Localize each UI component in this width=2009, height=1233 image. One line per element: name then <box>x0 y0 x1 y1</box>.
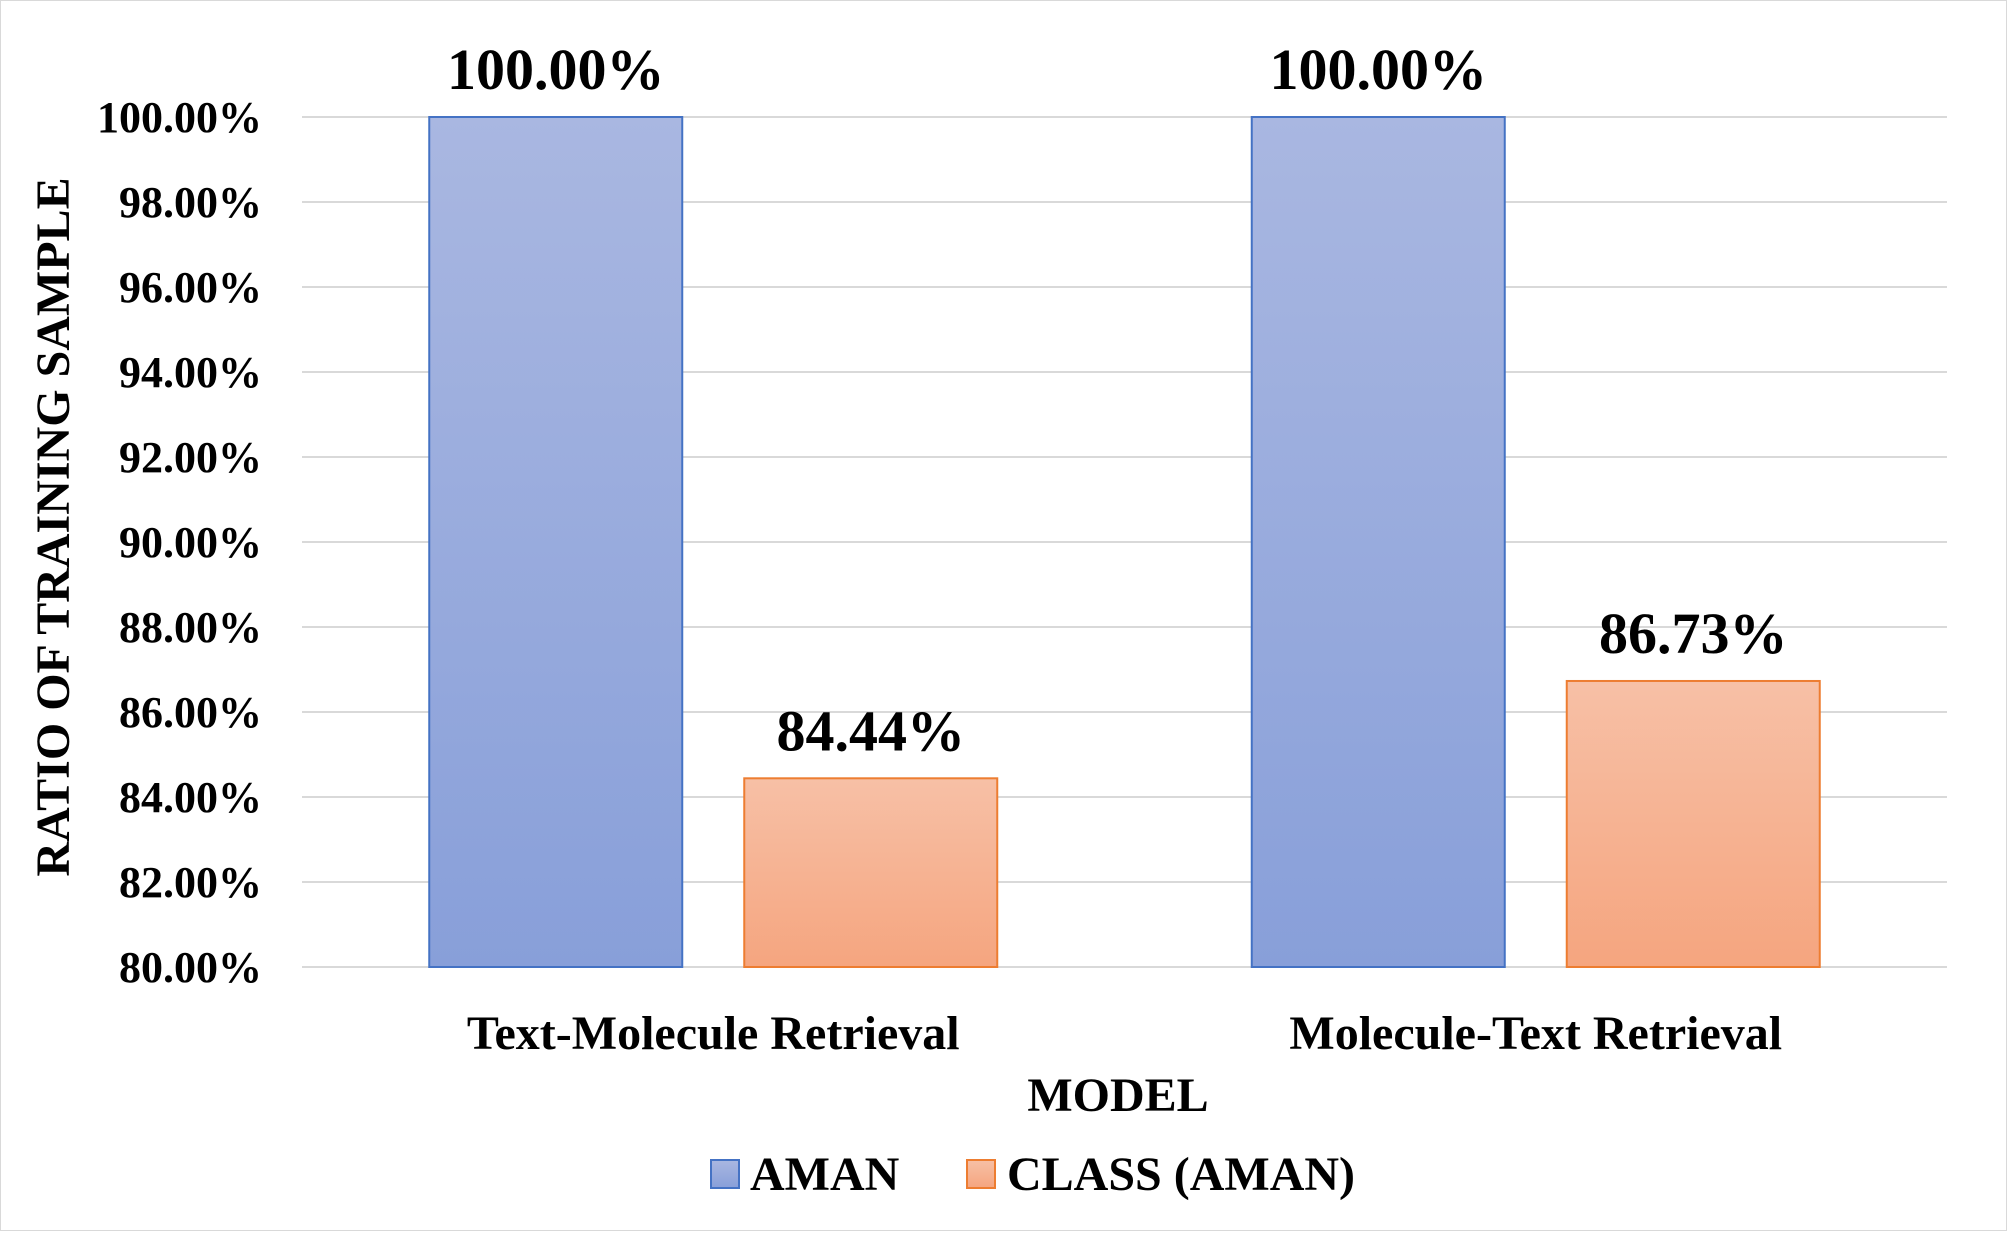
y-tick-label: 90.00% <box>119 518 262 567</box>
y-axis-title: RATIO OF TRAINING SAMPLE <box>27 177 80 876</box>
legend-label-aman: AMAN <box>750 1148 900 1201</box>
legend-swatch-aman <box>710 1159 740 1189</box>
x-category-label: Text-Molecule Retrieval <box>467 1007 960 1060</box>
data-label: 86.73% <box>1599 601 1788 666</box>
y-tick-label: 100.00% <box>97 93 262 142</box>
y-tick-label: 88.00% <box>119 603 262 652</box>
y-tick-label: 86.00% <box>119 688 262 737</box>
legend-swatch-class-aman <box>966 1159 996 1189</box>
bar-class-aman-1 <box>1565 679 1821 968</box>
data-label: 84.44% <box>777 698 966 763</box>
y-axis-ticks: 80.00% 82.00% 84.00% 86.00% 88.00% 90.00% 92.0… <box>97 93 262 992</box>
y-tick-label: 80.00% <box>119 943 262 992</box>
y-tick-label: 84.00% <box>119 773 262 822</box>
bar-class-aman-0 <box>743 777 999 968</box>
data-labels: 100.00% 84.44% 100.00% 86.73% <box>447 37 1788 763</box>
bar-aman-0 <box>428 116 684 968</box>
x-axis-categories: Text-Molecule Retrieval Molecule-Text Ret… <box>467 1007 1782 1060</box>
y-tick-label: 94.00% <box>119 348 262 397</box>
data-label: 100.00% <box>447 37 665 102</box>
x-category-label: Molecule-Text Retrieval <box>1289 1007 1782 1060</box>
x-axis-title: MODEL <box>1027 1069 1208 1122</box>
y-tick-label: 98.00% <box>119 178 262 227</box>
y-tick-label: 96.00% <box>119 263 262 312</box>
y-tick-label: 92.00% <box>119 433 262 482</box>
data-label: 100.00% <box>1270 37 1488 102</box>
bars <box>428 116 1821 968</box>
legend: AMAN CLASS (AMAN) <box>710 1148 1355 1201</box>
legend-label-class-aman: CLASS (AMAN) <box>1007 1148 1355 1201</box>
bar-aman-1 <box>1250 116 1506 968</box>
y-tick-label: 82.00% <box>119 858 262 907</box>
